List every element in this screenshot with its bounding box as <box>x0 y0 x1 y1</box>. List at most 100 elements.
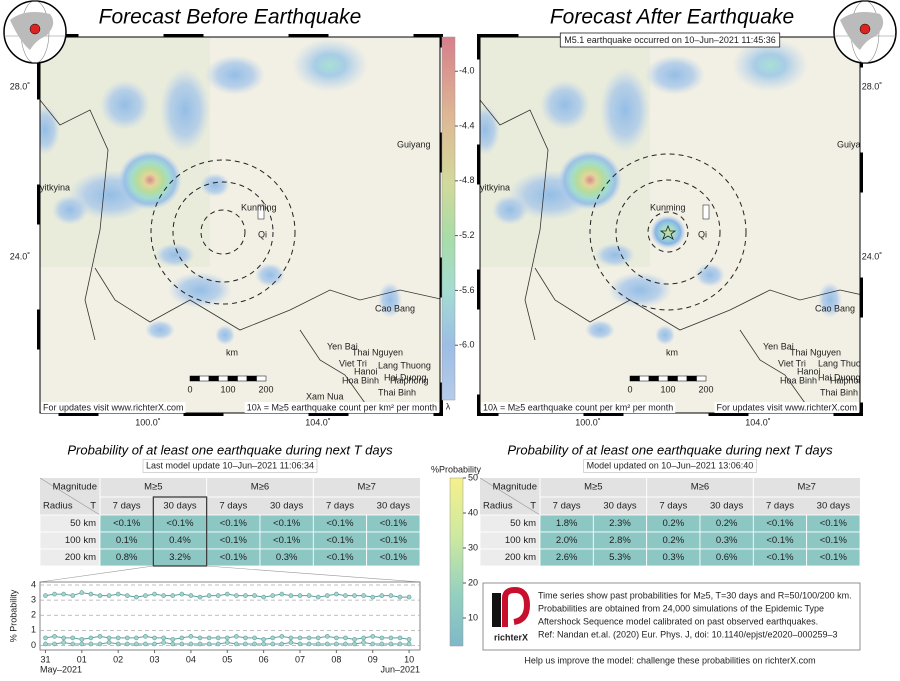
intensity-blob <box>118 150 182 210</box>
series-point <box>88 635 94 641</box>
series-point <box>124 641 130 647</box>
place-label: Lang Thuong <box>378 360 431 370</box>
series-point <box>315 641 321 647</box>
series-point <box>370 594 376 600</box>
intensity-blob <box>205 55 265 95</box>
series-point <box>106 635 112 641</box>
place-label: Hanoi <box>354 366 378 376</box>
country-border <box>94 267 440 331</box>
table-title: Probability of at least one earthquake d… <box>507 442 833 457</box>
kunming-lake <box>257 204 265 220</box>
series-point <box>252 641 257 647</box>
scale-segment <box>199 375 210 382</box>
series-point <box>406 641 412 647</box>
series-point <box>106 593 112 598</box>
scale-segment <box>218 375 229 382</box>
highlight <box>152 496 208 567</box>
probability-value: <0.1% <box>380 552 408 563</box>
colorbar-tick-label: 40 <box>468 507 478 517</box>
series-point <box>115 641 121 647</box>
info-line: Probabilities are obtained from 24,000 s… <box>538 603 824 613</box>
intensity-blob <box>168 272 232 308</box>
series-point <box>234 634 239 639</box>
footer-box <box>41 402 186 413</box>
subtitle-box <box>583 459 757 473</box>
banner-box <box>559 32 781 48</box>
series-point <box>170 593 176 598</box>
place-label: Viet Tri <box>339 358 367 368</box>
place-label: Cao Bang <box>375 303 415 313</box>
probability-value: <0.1% <box>766 552 794 563</box>
place-label: Yen Bai <box>763 341 794 351</box>
probability-cell <box>366 548 421 567</box>
colorbar-tick-label: -5.2 <box>459 230 475 240</box>
scale-tick: 100 <box>220 384 235 394</box>
probability-value: 2.8% <box>609 535 631 546</box>
place-label: yitkyina <box>480 182 510 192</box>
series-point <box>406 594 412 600</box>
radius-circle <box>200 209 246 255</box>
series-point <box>134 641 139 647</box>
series-point <box>43 593 48 598</box>
period-header: 7 days <box>766 501 794 512</box>
connector <box>39 565 154 583</box>
intensity-blob <box>155 243 195 267</box>
series-point <box>152 641 157 647</box>
series-point <box>52 591 57 597</box>
period-header: 7 days <box>326 501 354 512</box>
probability-value: <0.1% <box>380 535 408 546</box>
series-point <box>52 634 57 639</box>
place-label: Guiyang <box>397 139 431 149</box>
footer-box <box>714 402 859 413</box>
intensity-blob <box>645 55 705 95</box>
series-point <box>88 591 94 597</box>
probability-value: 2.3% <box>609 518 631 529</box>
scale-segment <box>237 375 248 382</box>
footer-box <box>244 402 439 413</box>
series-point <box>270 593 276 598</box>
x-tick-label: 07 <box>295 654 305 664</box>
series-point <box>306 593 312 598</box>
series-point <box>61 591 66 597</box>
probability-value: <0.1% <box>113 518 141 529</box>
series-point <box>252 635 257 641</box>
kunming-lake <box>702 204 710 220</box>
lon-label: 100.0˚ <box>135 417 161 427</box>
series-point <box>279 591 285 597</box>
series-point <box>52 641 57 647</box>
radius-label: 100 km <box>65 535 96 546</box>
lat-label: 24.0˚ <box>10 251 31 261</box>
probability-value: <0.1% <box>820 552 848 563</box>
country-border <box>534 267 860 331</box>
table-title: Probability of at least one earthquake d… <box>67 442 393 457</box>
country-border <box>739 329 811 411</box>
lon-label: 100.0˚ <box>575 417 601 427</box>
logo-text: richterX <box>494 632 528 642</box>
magnitude-header: M≥5 <box>584 482 602 493</box>
scale-segment <box>677 375 688 382</box>
scale-tick: 0 <box>627 384 632 394</box>
intensity-blob <box>732 38 808 92</box>
series-point <box>397 594 403 600</box>
colorbar-tick-label: -4.8 <box>459 175 475 185</box>
magnitude-header: M≥7 <box>797 482 815 493</box>
country-border <box>40 99 109 341</box>
place-label: Thai Nguyen <box>790 347 841 357</box>
series-point <box>197 641 203 647</box>
colorbar <box>449 477 464 647</box>
probability-value: 0.1% <box>116 535 138 546</box>
series-point <box>215 593 221 598</box>
place-label: Lang Thuong <box>818 358 871 368</box>
magnitude-header: M≥6 <box>251 482 269 493</box>
probability-value: <0.1% <box>380 518 408 529</box>
series-point <box>197 635 203 641</box>
series-point <box>361 640 366 645</box>
period-header: 7 days <box>659 501 687 512</box>
intensity-blob <box>145 320 175 340</box>
series-point <box>352 593 357 598</box>
series-point <box>134 594 139 600</box>
series-point <box>288 640 294 645</box>
series-point <box>388 593 394 598</box>
intensity-blob <box>608 272 672 308</box>
y-tick-label: 0 <box>31 640 36 650</box>
